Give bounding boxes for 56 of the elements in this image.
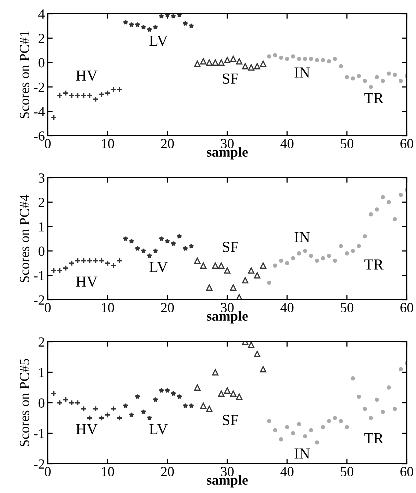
x-axis-title: sample xyxy=(207,147,248,160)
y-tick-label: 1 xyxy=(40,222,44,232)
x-tick-label: 30 xyxy=(221,139,234,149)
y-tick-label: 3 xyxy=(38,174,45,183)
y-tick-label: -1 xyxy=(34,271,44,280)
x-tick-label: 40 xyxy=(280,303,294,313)
y-tick-label: 2 xyxy=(38,338,44,347)
x-tick-label: 50 xyxy=(341,467,354,477)
series-label: TR xyxy=(364,434,384,444)
series-label: HV xyxy=(76,70,98,82)
series-label: LV xyxy=(150,262,168,272)
series-label: TR xyxy=(364,93,384,104)
series-label: HV xyxy=(76,276,98,288)
series-label: HV xyxy=(76,424,98,435)
series-label: IN xyxy=(294,448,310,459)
series-label: TR xyxy=(364,260,384,270)
y-axis-title: Scores on PC#4 xyxy=(20,194,30,282)
y-axis-title: Scores on PC#1 xyxy=(20,31,30,118)
x-axis-title: sample xyxy=(207,311,248,324)
y-tick-label: -2 xyxy=(34,82,44,92)
y-tick-label: -1 xyxy=(34,429,44,438)
y-tick-label: 0 xyxy=(38,398,45,408)
y-tick-label: 0 xyxy=(38,246,45,256)
series-label: IN xyxy=(294,68,310,78)
x-tick-label: 20 xyxy=(161,139,174,149)
y-tick-label: -2 xyxy=(34,296,44,305)
series-label: SF xyxy=(223,415,238,426)
y-tick-label: -2 xyxy=(34,460,44,469)
series-label: SF xyxy=(223,74,238,84)
x-tick-label: 60 xyxy=(400,467,414,477)
y-tick-label: -6 xyxy=(34,132,45,141)
x-tick-label: 30 xyxy=(221,303,234,313)
x-tick-label: 10 xyxy=(102,303,114,313)
series-label: LV xyxy=(150,36,168,46)
x-tick-label: 20 xyxy=(161,467,174,477)
series-label: SF xyxy=(223,242,238,252)
x-tick-label: 20 xyxy=(161,303,174,313)
series-label: IN xyxy=(294,232,310,242)
x-tick-label: 10 xyxy=(102,467,114,477)
x-tick-label: 40 xyxy=(280,139,294,149)
x-tick-label: 50 xyxy=(341,303,354,313)
series-label: LV xyxy=(150,424,168,435)
x-tick-label: 10 xyxy=(102,139,114,149)
y-tick-label: 0 xyxy=(38,58,45,68)
x-tick-label: 60 xyxy=(400,303,414,313)
x-axis-title: sample xyxy=(207,475,248,488)
x-tick-label: 30 xyxy=(221,467,234,477)
x-tick-label: 60 xyxy=(400,139,414,149)
y-tick-label: 4 xyxy=(38,10,46,19)
y-axis-title: Scores on PC#5 xyxy=(20,359,30,446)
y-tick-label: 2 xyxy=(38,34,44,44)
y-tick-label: 2 xyxy=(38,198,44,208)
x-tick-label: 50 xyxy=(341,139,354,149)
x-tick-label: 40 xyxy=(280,467,294,477)
y-tick-label: 1 xyxy=(40,368,44,378)
y-tick-label: -4 xyxy=(34,107,46,116)
